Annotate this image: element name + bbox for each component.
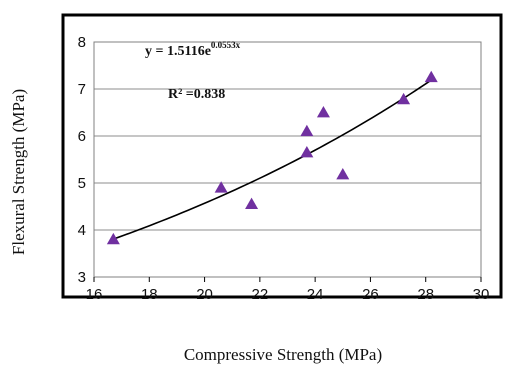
- r-squared-annotation: R² =0.838: [168, 87, 225, 102]
- data-points: [106, 70, 438, 245]
- x-tick-label: 28: [417, 286, 434, 303]
- y-tick-label: 4: [78, 222, 86, 239]
- y-tick-label: 5: [78, 175, 86, 192]
- plot-area-border: [93, 41, 482, 278]
- data-point: [214, 181, 228, 193]
- data-point: [336, 168, 350, 180]
- data-point: [424, 70, 438, 83]
- x-tick-label: 20: [196, 286, 213, 303]
- y-tick-label: 8: [78, 34, 86, 51]
- y-axis-title: Flexural Strength (MPa): [9, 89, 28, 255]
- trendline: [113, 79, 432, 240]
- data-point: [300, 145, 314, 158]
- data-point: [316, 106, 330, 118]
- data-point: [106, 232, 120, 245]
- equation-main: y = 1.5116e: [145, 44, 211, 59]
- x-tick-label: 26: [362, 286, 379, 303]
- x-tick-label: 18: [141, 286, 158, 303]
- y-tick-label: 3: [78, 269, 86, 286]
- equation-annotation: y = 1.5116e0.0553x: [145, 40, 241, 59]
- data-point: [245, 197, 259, 210]
- chart-frame: [61, 13, 503, 299]
- y-tick-label: 7: [78, 81, 86, 98]
- x-axis-ticks: 16 18 20 22 24 26 28 30: [86, 277, 490, 303]
- y-tick-label: 6: [78, 128, 86, 145]
- x-tick-label: 16: [86, 286, 103, 303]
- data-point: [397, 92, 411, 105]
- x-tick-label: 24: [307, 286, 324, 303]
- x-tick-label: 22: [252, 286, 269, 303]
- gridlines: [94, 41, 481, 278]
- x-tick-label: 30: [473, 286, 490, 303]
- data-point: [300, 124, 314, 137]
- y-axis-ticks: 3 4 5 6 7 8: [78, 34, 86, 286]
- equation-exponent: 0.0553x: [211, 40, 241, 50]
- x-axis-title: Compressive Strength (MPa): [184, 345, 382, 364]
